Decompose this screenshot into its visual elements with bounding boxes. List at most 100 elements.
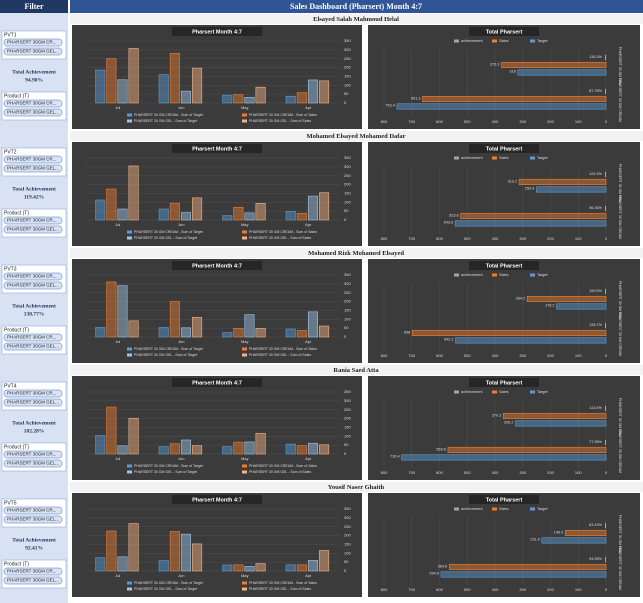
x-tick-label: May: [241, 222, 249, 227]
bar: [440, 571, 607, 578]
bar: [192, 445, 203, 455]
bar: [454, 220, 607, 227]
x-tick-label: 800: [381, 236, 388, 241]
bar: [192, 67, 203, 104]
slicer-item[interactable]: [3, 47, 63, 56]
bar: [460, 212, 607, 219]
x-tick-label: 800: [381, 119, 388, 124]
slicer-item[interactable]: [3, 155, 63, 164]
slicer-title: PVT4: [4, 383, 17, 389]
slicer-item[interactable]: [3, 450, 63, 459]
chart-bg: [368, 259, 640, 363]
bar: [502, 412, 607, 420]
chart-title: Total Pharsert: [486, 146, 523, 152]
legend-label: PHARSERT 30 GM CREAM - Sum of Sales: [249, 230, 317, 234]
legend-label: PHARSERT 30 GM GEL - Sum of Target: [134, 470, 197, 474]
slicer-item-label: PHARSERT 30GM GEL...: [7, 49, 59, 54]
slicer-item-label: PHARSERT 30GM CR...: [7, 274, 56, 279]
section-header: [70, 365, 643, 375]
bar: [244, 566, 255, 572]
chart-title: Pharsert Month 4:7: [192, 146, 242, 152]
y-tick-label: 100: [344, 199, 351, 204]
filter-header: [0, 0, 68, 13]
bar: [158, 446, 169, 455]
slicer-item[interactable]: [3, 99, 63, 108]
x-tick-label: 0: [605, 236, 608, 241]
slicer-item[interactable]: [3, 389, 63, 398]
slicer-item[interactable]: [3, 108, 63, 117]
x-tick-label: 200: [547, 119, 554, 124]
slicer-item[interactable]: [3, 333, 63, 342]
legend-label: PHARSERT 30 GM GEL - Sum of Sales: [249, 470, 311, 474]
slicer-item[interactable]: [3, 216, 63, 225]
chart-title: Total Pharsert: [486, 29, 523, 35]
bar: [180, 439, 191, 455]
chart-title-box: [172, 27, 262, 36]
legend-label: Target: [537, 273, 548, 277]
value-label: 118.3%: [589, 55, 602, 59]
x-tick-label: Jun: [178, 339, 184, 344]
bar: [401, 454, 607, 461]
bar: [244, 314, 255, 338]
y-tick-label: 200: [344, 182, 351, 187]
y-tick-label: PHARSERT 30 GM GEL: [618, 515, 622, 553]
bar: [222, 215, 233, 221]
bar: [117, 556, 128, 572]
x-tick-label: 300: [519, 353, 526, 358]
legend-label: Sales: [499, 507, 509, 511]
bar: [180, 212, 191, 221]
slicer-item[interactable]: [3, 281, 63, 290]
y-tick-label: 150: [344, 307, 351, 312]
bar: [296, 445, 307, 455]
legend-label: PHARSERT 30 GM CREAM - Sum of Sales: [249, 113, 317, 117]
slicer-item[interactable]: [3, 576, 63, 585]
legend-swatch: [127, 119, 132, 123]
bar: [95, 69, 106, 104]
achievement-mark: [605, 54, 606, 61]
slicer-item[interactable]: [3, 398, 63, 407]
bar: [233, 328, 244, 338]
legend-label: PHARSERT 30 GM CREAM - Sum of Sales: [249, 464, 317, 468]
bar: [285, 95, 296, 104]
y-tick-label: 200: [344, 533, 351, 538]
bar: [501, 61, 607, 68]
slicer-item[interactable]: [3, 272, 63, 281]
chart-title-box: [172, 144, 262, 153]
bar: [158, 327, 169, 338]
x-tick-label: Jul: [115, 222, 120, 227]
achievement-label: Total Achievement: [12, 537, 56, 543]
slicer-title: Product (T): [4, 444, 29, 450]
x-tick-label: 500: [464, 587, 471, 592]
slicer-item[interactable]: [3, 342, 63, 351]
bar: [192, 543, 203, 572]
slicer-item[interactable]: [3, 459, 63, 468]
x-tick-label: 300: [519, 236, 526, 241]
y-tick-label: 350: [344, 272, 351, 277]
bar: [319, 444, 330, 455]
bar: [255, 432, 266, 455]
x-tick-label: Apr: [305, 105, 312, 110]
bar: [128, 48, 139, 104]
bar: [296, 212, 307, 221]
x-tick-label: 600: [436, 353, 443, 358]
bar: [128, 523, 139, 572]
achievement-mark: [605, 439, 606, 446]
achievement-mark: [605, 556, 606, 563]
slicer-item[interactable]: [3, 225, 63, 234]
slicer-item[interactable]: [3, 164, 63, 173]
slicer-item-label: PHARSERT 30GM CR...: [7, 335, 56, 340]
section-header: [70, 14, 643, 24]
value-label: 124.9%: [589, 172, 603, 176]
value-label: 96.36%: [589, 206, 603, 210]
slicer-item[interactable]: [3, 38, 63, 47]
slicer-item[interactable]: [3, 506, 63, 515]
legend-swatch: [492, 390, 497, 394]
value-label: 313.2: [508, 179, 518, 183]
achievement-mark: [605, 288, 606, 295]
slicer-item[interactable]: [3, 515, 63, 524]
bar: [158, 74, 169, 104]
slicer-item[interactable]: [3, 567, 63, 576]
legend-swatch: [242, 587, 247, 591]
y-tick-label: 150: [344, 190, 351, 195]
